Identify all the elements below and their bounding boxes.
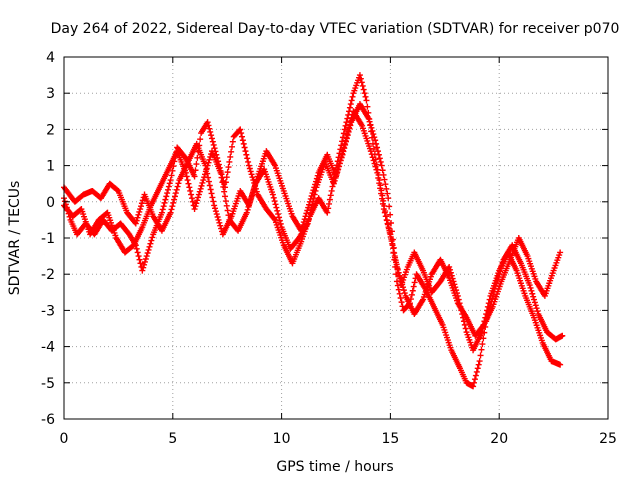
data-point-markers xyxy=(61,72,566,390)
x-tick-label: 20 xyxy=(490,431,508,447)
y-tick-label: 0 xyxy=(46,195,55,211)
plot-area xyxy=(61,72,566,390)
data-point-markers xyxy=(61,101,564,368)
y-tick-label: 2 xyxy=(46,122,55,138)
y-tick-label: -5 xyxy=(41,376,55,392)
y-tick-label: 4 xyxy=(46,50,55,66)
axis-ticks: -6 -5 -4 -3 -2 -1 0 1 2 3 4 0 5 10 15 20 25 xyxy=(41,50,617,447)
y-tick-label: 3 xyxy=(46,86,55,102)
y-tick-label: -3 xyxy=(41,303,55,319)
x-tick-label: 10 xyxy=(273,431,291,447)
y-tick-label: 1 xyxy=(46,159,55,175)
series-trace-b xyxy=(61,101,564,368)
y-axis-label: SDTVAR / TECUs xyxy=(7,181,23,296)
y-tick-label: -1 xyxy=(41,231,55,247)
y-tick-label: -4 xyxy=(41,340,55,356)
y-tick-label: -6 xyxy=(41,412,55,428)
chart-title: Day 264 of 2022, Sidereal Day-to-day VTE… xyxy=(51,21,620,37)
x-tick-label: 0 xyxy=(60,431,69,447)
y-tick-label: -2 xyxy=(41,267,55,283)
x-axis-label: GPS time / hours xyxy=(276,459,393,475)
x-tick-label: 25 xyxy=(599,431,617,447)
series-trace-a xyxy=(61,72,566,390)
grid-lines xyxy=(64,57,608,419)
x-tick-label: 5 xyxy=(168,431,177,447)
x-tick-label: 15 xyxy=(381,431,399,447)
